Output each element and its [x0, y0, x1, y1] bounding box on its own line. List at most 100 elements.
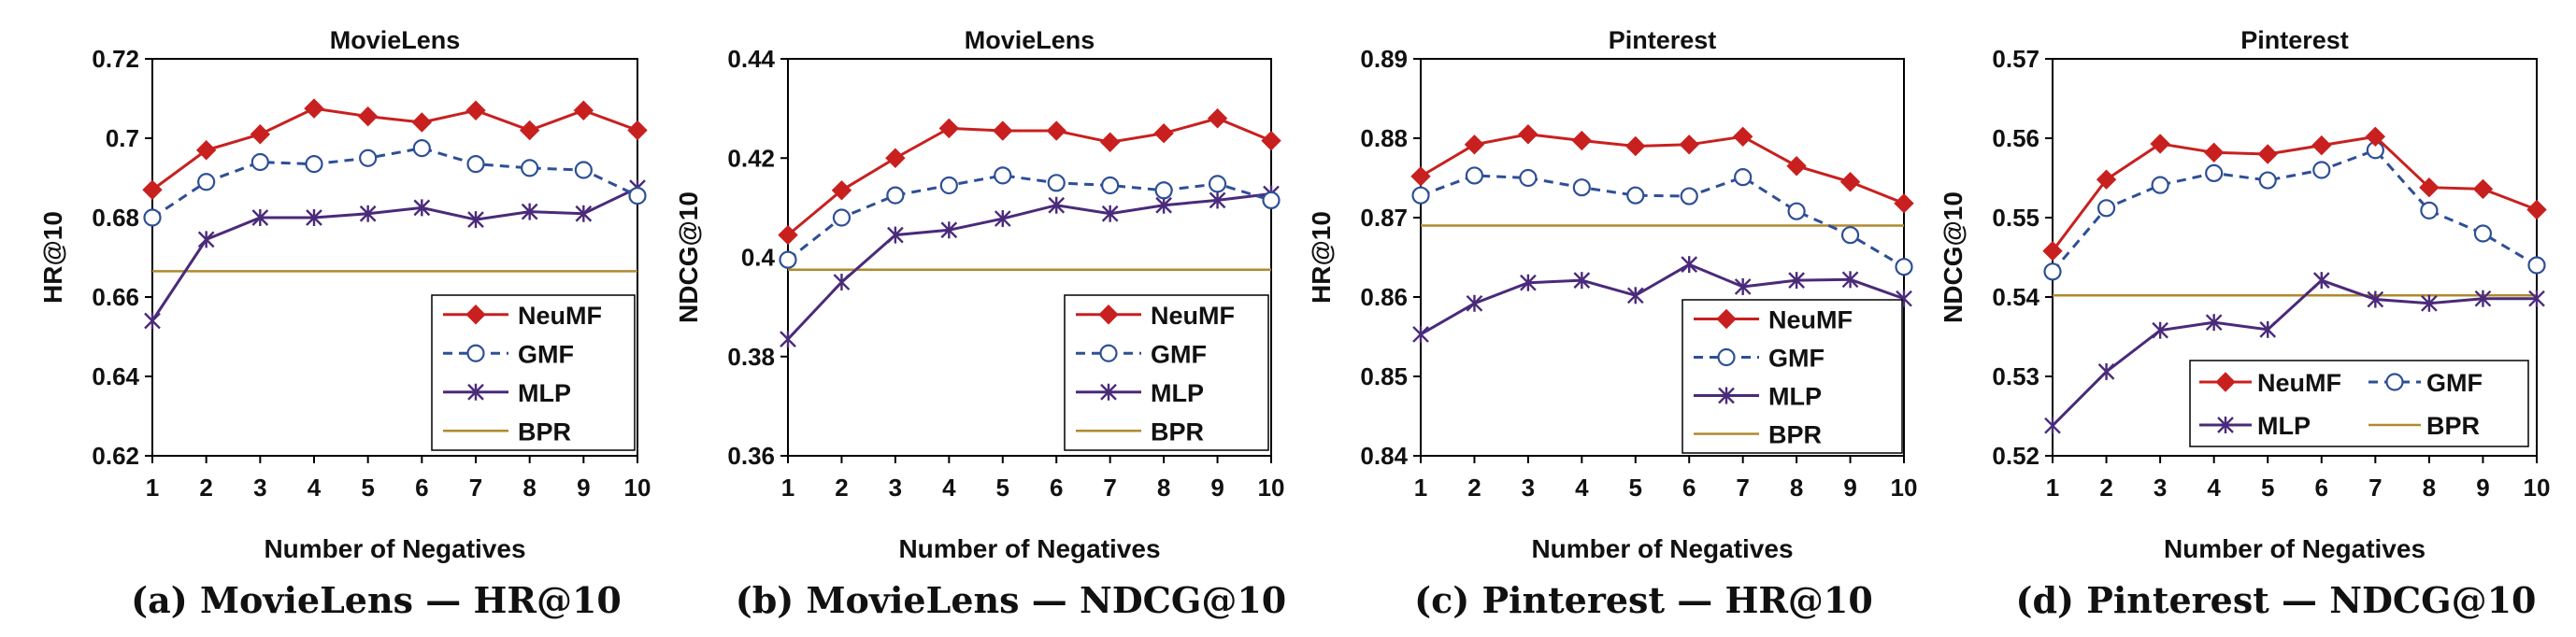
- y-tick-label: 0.36: [727, 442, 775, 470]
- data-point-mlp: [780, 331, 796, 348]
- x-tick-label: 2: [2099, 474, 2112, 502]
- x-tick-label: 9: [577, 474, 590, 502]
- legend-box: [1682, 299, 1903, 454]
- y-tick-label: 0.84: [1360, 442, 1408, 470]
- legend: NeuMF GMF MLP BPR: [1682, 299, 1903, 454]
- x-axis-label: Number of Negatives: [898, 534, 1160, 563]
- data-point-mlp: [887, 226, 904, 244]
- data-point-neumf: [573, 100, 594, 120]
- chart-title: MovieLens: [330, 26, 461, 54]
- y-tick-label: 0.64: [92, 362, 139, 390]
- data-point-mlp: [1573, 272, 1591, 290]
- legend-label-gmf: GMF: [1768, 345, 1825, 373]
- chart-panel-2: MovieLens 0.36 0.38 0.4 0.42 0.44 1 2 3 4 5 6 7 8 9 10 N…: [674, 26, 1286, 621]
- chart-title: Pinterest: [2240, 26, 2349, 54]
- y-tick-label: 0.66: [92, 283, 139, 311]
- data-point-neumf: [2311, 134, 2332, 156]
- data-point-neumf: [627, 120, 648, 141]
- data-point-neumf: [778, 224, 798, 246]
- x-axis-label: Number of Negatives: [264, 534, 525, 563]
- y-tick-label: 0.62: [92, 442, 139, 470]
- series-line-mlp: [786, 192, 1272, 341]
- data-point-neumf: [2419, 177, 2440, 198]
- legend-sample-mlp: [2199, 417, 2252, 433]
- data-point-neumf: [1464, 134, 1485, 155]
- data-point-mlp: [413, 199, 431, 217]
- series-line-neumf: [2051, 134, 2538, 252]
- data-point-gmf: [1572, 178, 1591, 197]
- data-point-gmf: [412, 139, 431, 158]
- data-point-neumf: [831, 180, 852, 201]
- y-tick-label: 0.68: [92, 204, 139, 232]
- chart-panel-4: Pinterest 0.52 0.53 0.54 0.55 0.56 0.57 1 2 3 4 5 6 7…: [1939, 26, 2550, 621]
- data-point-mlp: [833, 274, 851, 291]
- data-point-gmf: [2097, 199, 2116, 218]
- subfigure-caption: (a) MovieLens — HR@10: [131, 579, 622, 621]
- legend: NeuMF GMF MLP BPR: [1064, 294, 1269, 451]
- series-line-gmf: [787, 174, 1272, 262]
- x-tick-label: 8: [2423, 474, 2436, 502]
- data-point-gmf: [994, 166, 1012, 185]
- x-tick-label: 6: [415, 474, 428, 502]
- data-point-gmf: [1154, 181, 1173, 200]
- y-tick-label: 0.87: [1360, 204, 1408, 232]
- data-point-neumf: [2365, 126, 2386, 148]
- y-tick-label: 0.86: [1360, 283, 1408, 311]
- x-tick-label: 4: [308, 474, 322, 502]
- legend-sample-mlp: [1076, 383, 1141, 401]
- y-axis-label: HR@10: [38, 211, 67, 304]
- plot-frame: [151, 58, 638, 457]
- data-point-mlp: [467, 211, 484, 229]
- data-point-neumf: [1839, 172, 1861, 192]
- legend-sample-gmf: [443, 344, 508, 362]
- subfigure-caption: (c) Pinterest — HR@10: [1414, 579, 1873, 621]
- data-point-mlp: [2044, 417, 2061, 434]
- data-point-neumf: [304, 98, 324, 119]
- data-point-gmf: [2420, 201, 2439, 219]
- x-tick-label: 2: [835, 474, 848, 502]
- data-point-neumf: [1786, 156, 1807, 177]
- plot-frame: [1420, 58, 1905, 457]
- y-tick-label: 0.88: [1360, 124, 1408, 152]
- x-tick-label: 7: [469, 474, 482, 502]
- x-tick-label: 1: [2046, 474, 2059, 502]
- subfigure-caption: (b) MovieLens — NDCG@10: [736, 579, 1287, 621]
- x-tick-label: 10: [1891, 474, 1918, 502]
- data-point-gmf: [886, 186, 905, 205]
- data-point-gmf: [832, 208, 852, 227]
- data-point-gmf: [779, 250, 797, 269]
- data-point-neumf: [250, 124, 271, 145]
- data-point-gmf: [143, 208, 162, 227]
- x-tick-label: 9: [1210, 474, 1224, 502]
- data-point-mlp: [1412, 325, 1429, 343]
- x-tick-label: 5: [2261, 474, 2274, 502]
- data-point-mlp: [575, 205, 593, 222]
- data-point-gmf: [2312, 161, 2331, 179]
- series-line-gmf: [1420, 174, 1905, 268]
- data-point-gmf: [1101, 176, 1120, 195]
- data-point-gmf: [1895, 258, 1913, 276]
- series-line-neumf: [1420, 133, 1905, 205]
- series-gmf: [779, 166, 1281, 269]
- series-gmf: [2043, 141, 2546, 281]
- legend-sample-neumf: [443, 304, 508, 325]
- x-tick-label: 7: [2368, 474, 2382, 502]
- data-point-mlp: [1681, 256, 1698, 274]
- legend-box: [431, 294, 636, 451]
- data-point-mlp: [994, 210, 1011, 228]
- legend-sample-neumf: [1694, 308, 1759, 330]
- data-point-neumf: [2203, 142, 2225, 163]
- data-point-gmf: [1840, 226, 1860, 245]
- series-line-neumf: [151, 106, 638, 191]
- data-point-neumf: [1046, 120, 1066, 141]
- legend-label-gmf: GMF: [2426, 369, 2483, 397]
- data-point-gmf: [1626, 186, 1645, 205]
- legend-sample-neumf: [2199, 372, 2252, 392]
- legend-label-neumf: NeuMF: [518, 302, 602, 330]
- y-tick-label: 0.54: [1992, 283, 2039, 311]
- y-tick-label: 0.53: [1992, 362, 2039, 390]
- x-tick-label: 1: [1414, 474, 1427, 502]
- data-point-mlp: [2097, 362, 2115, 380]
- y-tick-label: 0.44: [727, 45, 775, 73]
- data-point-mlp: [1788, 272, 1805, 290]
